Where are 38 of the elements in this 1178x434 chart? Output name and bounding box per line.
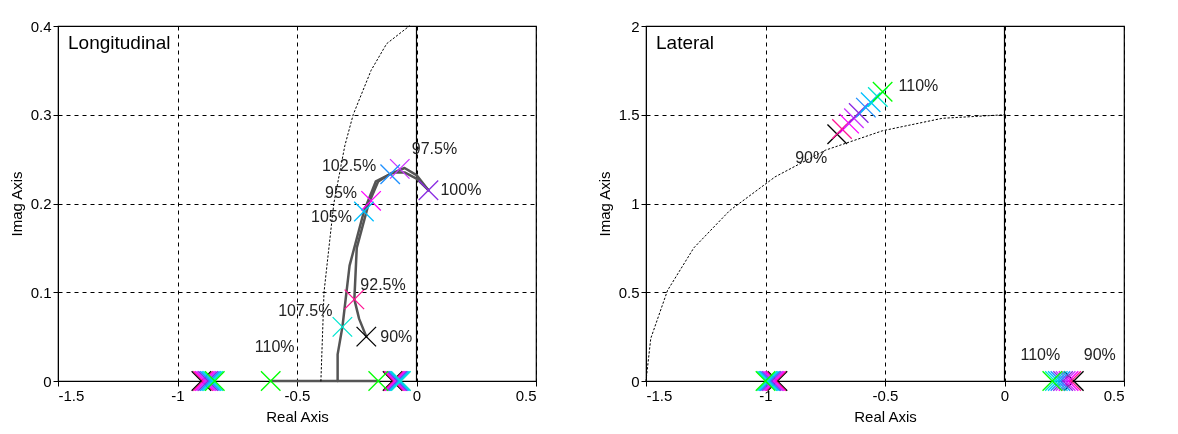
annotation: 90% bbox=[795, 149, 828, 167]
y-tick-label: 0.1 bbox=[30, 283, 52, 301]
y-tick-label: 1 bbox=[631, 195, 640, 212]
y-tick-label: 0.4 bbox=[30, 17, 52, 35]
annotation: 95% bbox=[325, 183, 358, 201]
x-tick-label: -1 bbox=[759, 386, 773, 404]
annotation: 90% bbox=[380, 327, 413, 345]
x-tick-label: -0.5 bbox=[284, 386, 311, 404]
y-axis-title: Imag Axis bbox=[7, 171, 25, 237]
y-tick-label: 0.5 bbox=[618, 283, 640, 301]
annotation: 105% bbox=[311, 208, 352, 226]
y-tick-label: 0 bbox=[43, 372, 52, 390]
annotation: 92.5% bbox=[360, 276, 406, 294]
annotation: 100% bbox=[440, 181, 482, 199]
x-tick-label: -1 bbox=[171, 386, 185, 404]
x-tick-label: 0.5 bbox=[515, 386, 537, 404]
annotation: 110% bbox=[898, 76, 939, 94]
annotation: Longitudinal bbox=[68, 32, 171, 53]
x-tick-label: -1.5 bbox=[646, 386, 673, 404]
x-tick-label: -1.5 bbox=[58, 386, 85, 404]
y-tick-label: 0 bbox=[631, 372, 640, 390]
y-tick-label: 0.2 bbox=[30, 195, 52, 212]
x-tick-label: 0.5 bbox=[1103, 386, 1125, 404]
x-tick-label: -0.5 bbox=[872, 386, 899, 404]
annotation: 102.5% bbox=[321, 157, 377, 175]
y-axis-title: Imag Axis bbox=[595, 171, 613, 237]
x-tick-label: 0 bbox=[1000, 386, 1010, 404]
annotation: 110% bbox=[254, 338, 295, 355]
x-tick-label: 0 bbox=[412, 386, 422, 404]
annotation: 90% bbox=[1083, 346, 1116, 363]
y-tick-label: 2 bbox=[631, 17, 640, 35]
annotation: 110% bbox=[1020, 346, 1061, 363]
y-tick-label: 1.5 bbox=[618, 106, 640, 124]
x-axis-title: Real Axis bbox=[854, 407, 917, 425]
y-tick-label: 0.3 bbox=[30, 106, 52, 124]
annotation: 107.5% bbox=[278, 301, 333, 319]
annotation: Lateral bbox=[656, 32, 715, 53]
x-axis-title: Real Axis bbox=[266, 407, 329, 425]
